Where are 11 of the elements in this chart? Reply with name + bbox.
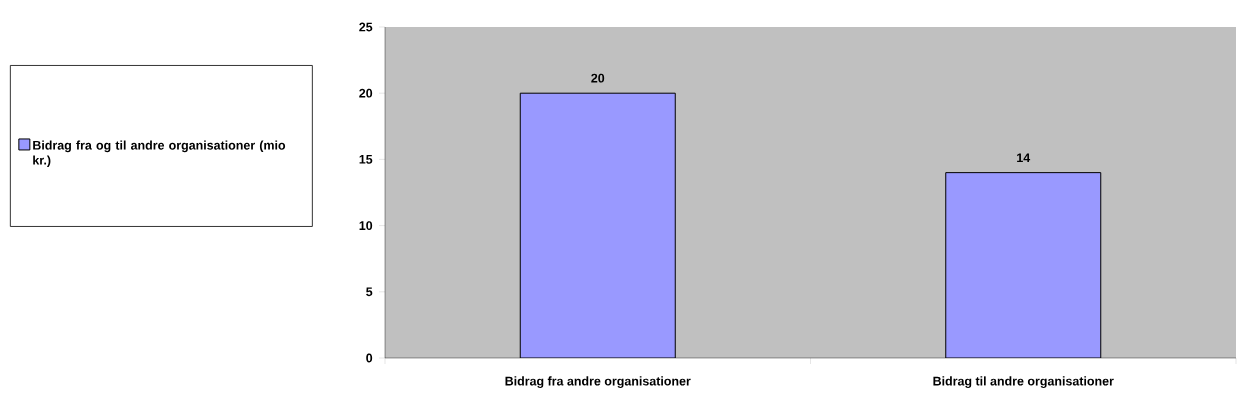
- x-tick-label: Bidrag fra andre organisationer: [505, 376, 691, 389]
- data-label: 20: [591, 73, 605, 83]
- y-tick-label: 15: [359, 155, 373, 164]
- x-tick-label: Bidrag til andre organisationer: [933, 376, 1114, 389]
- data-label: 14: [1017, 153, 1031, 162]
- y-tick-label: 20: [359, 88, 373, 98]
- y-tick-label: 5: [366, 287, 373, 297]
- y-tick-label: 10: [359, 221, 373, 231]
- legend-label: Bidrag fra og til andre organisationer (mio kr.): [33, 140, 286, 168]
- y-tick-label: 0: [366, 353, 373, 363]
- y-tick-label: 25: [359, 22, 373, 32]
